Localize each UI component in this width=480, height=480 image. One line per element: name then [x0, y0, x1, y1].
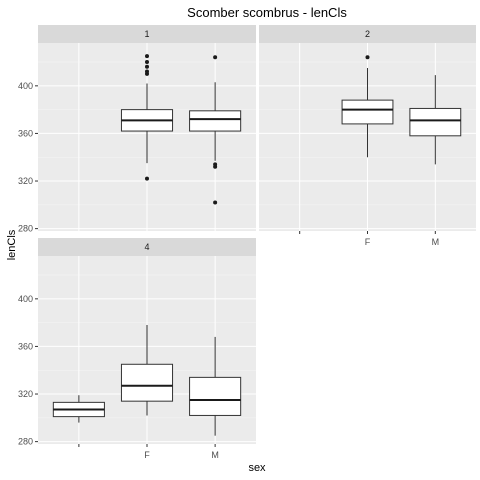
box — [189, 376, 242, 416]
y-tick-label: 360 — [18, 341, 33, 351]
outlier-point — [145, 60, 149, 65]
outlier-point — [213, 200, 218, 205]
outlier-point — [213, 162, 218, 167]
box — [120, 363, 174, 402]
outlier-point — [365, 55, 370, 60]
y-tick-label: 400 — [18, 81, 33, 91]
box — [341, 99, 394, 125]
outlier-point — [145, 64, 149, 69]
box — [189, 110, 242, 132]
facet-strip — [38, 25, 256, 43]
facet-strip-label: 4 — [144, 242, 149, 252]
chart-title: Scomber scombrus - lenCls — [187, 5, 347, 20]
outlier-point — [145, 54, 149, 59]
x-tick-label: M — [211, 450, 219, 460]
facet-strip — [38, 238, 256, 256]
y-tick-label: 400 — [18, 294, 33, 304]
facet-strip-label: 2 — [365, 29, 370, 39]
facet-strip — [259, 25, 476, 43]
y-axis-title: lenCls — [6, 229, 18, 260]
outlier-point — [145, 176, 149, 181]
y-tick-label: 320 — [18, 176, 33, 186]
x-tick-label: M — [432, 237, 440, 247]
x-tick-label: F — [365, 237, 371, 247]
panels: 1 280 320 360 400 2 F M 4 280 320 360 400 F M — [18, 25, 476, 460]
box — [409, 107, 462, 137]
y-tick-label: 360 — [18, 128, 33, 138]
y-tick-label: 280 — [18, 224, 33, 234]
facet-strip-label: 1 — [144, 29, 149, 39]
outlier-point — [213, 55, 218, 60]
y-tick-label: 280 — [18, 437, 33, 447]
x-tick-label: F — [144, 450, 150, 460]
y-tick-label: 320 — [18, 389, 33, 399]
x-axis-title: sex — [248, 462, 266, 474]
outlier-point — [145, 69, 149, 74]
